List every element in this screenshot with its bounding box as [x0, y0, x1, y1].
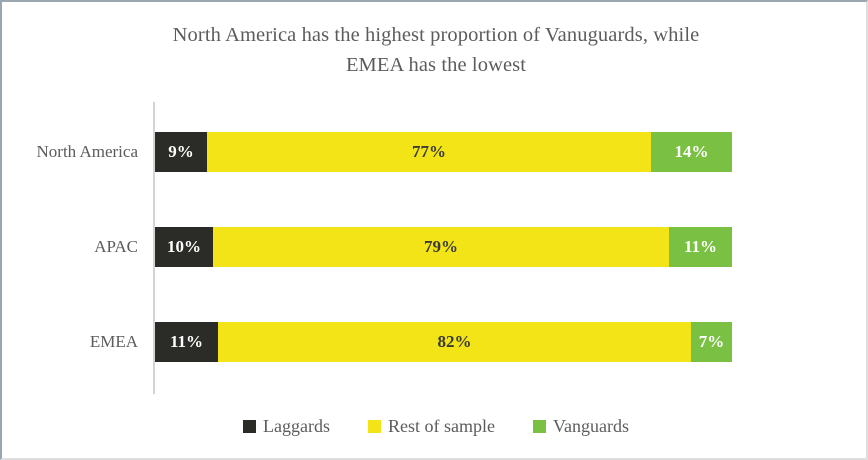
- bar-segment-rest-of-sample[interactable]: 82%: [218, 322, 691, 362]
- legend-label: Vanguards: [552, 416, 629, 436]
- legend-item-rest-of-sample[interactable]: Rest of sample: [368, 416, 495, 436]
- bar-segment-laggards[interactable]: 9%: [155, 132, 207, 172]
- bar-segment-vanguards[interactable]: 14%: [651, 132, 732, 172]
- category-axis-line: [153, 102, 155, 394]
- bar-segment-rest-of-sample[interactable]: 79%: [213, 227, 669, 267]
- category-label-emea: EMEA: [89, 332, 138, 351]
- legend-label: Rest of sample: [388, 416, 495, 436]
- legend-swatch-icon: [243, 419, 257, 433]
- category-label-apac: APAC: [94, 237, 138, 256]
- chart-title-line-1: North America has the highest proportion…: [172, 24, 700, 46]
- category-label-north-america: North America: [36, 142, 139, 161]
- bar-segment-rest-of-sample[interactable]: 77%: [207, 132, 651, 172]
- bar-segment-laggards[interactable]: 10%: [155, 227, 213, 267]
- chart-legend: Laggards Rest of sample Vanguards: [2, 416, 866, 436]
- bar-segment-vanguards[interactable]: 11%: [669, 227, 732, 267]
- bar-segment-vanguards[interactable]: 7%: [691, 322, 732, 362]
- legend-item-laggards[interactable]: Laggards: [243, 416, 330, 436]
- chart-title-line-2: EMEA has the lowest: [345, 54, 527, 76]
- bar-segment-laggards[interactable]: 11%: [155, 322, 218, 362]
- legend-label: Laggards: [263, 416, 330, 436]
- legend-item-vanguards[interactable]: Vanguards: [532, 416, 629, 436]
- chart-title: North America has the highest proportion…: [62, 20, 810, 80]
- legend-swatch-icon: [368, 419, 381, 433]
- legend-swatch-icon: [532, 419, 546, 433]
